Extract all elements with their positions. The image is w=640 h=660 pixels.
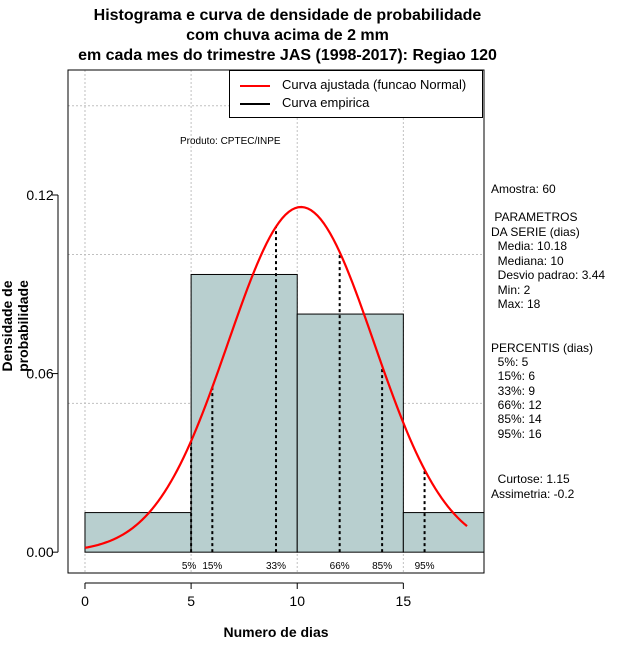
histogram-bar [296,313,404,553]
legend-empirical-label: Curva empirica [282,95,370,110]
stat-p66: 66%: 12 [491,398,542,412]
stat-amostra: Amostra: 60 [491,182,556,196]
stat-p33: 33%: 9 [491,384,536,398]
stat-min: Min: 2 [491,283,531,297]
x-tick-label: 5 [187,593,195,609]
stat-assimetria: Assimetria: -0.2 [491,487,575,501]
stat-parametros-sub: DA SERIE (dias) [491,225,580,239]
stat-p95: 95%: 16 [491,427,542,441]
histogram-bar [402,512,485,553]
stat-parametros-title: PARAMETROS [491,210,578,224]
x-tick-label: 10 [289,593,305,609]
chart-title-line-1: Histograma e curva de densidade de proba… [93,7,482,24]
stat-p5: 5%: 5 [491,355,529,369]
legend-fitted-label: Curva ajustada (funcao Normal) [282,77,467,92]
percentile-label: 95% [415,561,435,572]
y-axis-label: Densidade de probabilidade [0,280,31,372]
stat-desvio: Desvio padrao: 3.44 [491,268,606,282]
percentile-label: 15% [202,561,222,572]
percentile-label: 66% [330,561,350,572]
legend-empirical-swatch [240,102,270,105]
stat-curtose: Curtose: 1.15 [491,472,570,486]
produto-credit: Produto: CPTEC/INPE [180,136,281,147]
stat-percentis-title: PERCENTIS (dias) [491,341,594,355]
histogram-bar [84,512,192,553]
y-tick-label: 0.06 [26,366,53,382]
chart-title-line-2: com chuva acima de 2 mm [186,27,389,44]
chart-title-line-3: em cada mes do trimestre JAS (1998-2017)… [78,47,497,64]
stat-p85: 85%: 14 [491,412,542,426]
normal-fit-curve [84,205,468,549]
x-tick-label: 0 [81,593,89,609]
stat-mediana: Mediana: 10 [491,254,564,268]
x-tick-label: 15 [396,593,412,609]
y-tick-label: 0.12 [26,187,53,203]
stat-p15: 15%: 6 [491,369,536,383]
percentile-label: 85% [372,561,392,572]
y-tick-label: 0.00 [26,544,53,560]
legend-item-empirical: Curva empirica [240,94,369,112]
stat-media: Media: 10.18 [491,239,568,253]
percentile-label: 33% [266,561,286,572]
legend-fitted-swatch [240,84,270,87]
stat-max: Max: 18 [491,297,541,311]
histogram-bar [190,273,298,553]
legend: Curva ajustada (funcao Normal) Curva emp… [229,70,483,118]
percentile-label: 5% [182,561,197,572]
legend-item-fitted: Curva ajustada (funcao Normal) [240,76,466,94]
x-axis-label: Numero de dias [223,624,329,640]
